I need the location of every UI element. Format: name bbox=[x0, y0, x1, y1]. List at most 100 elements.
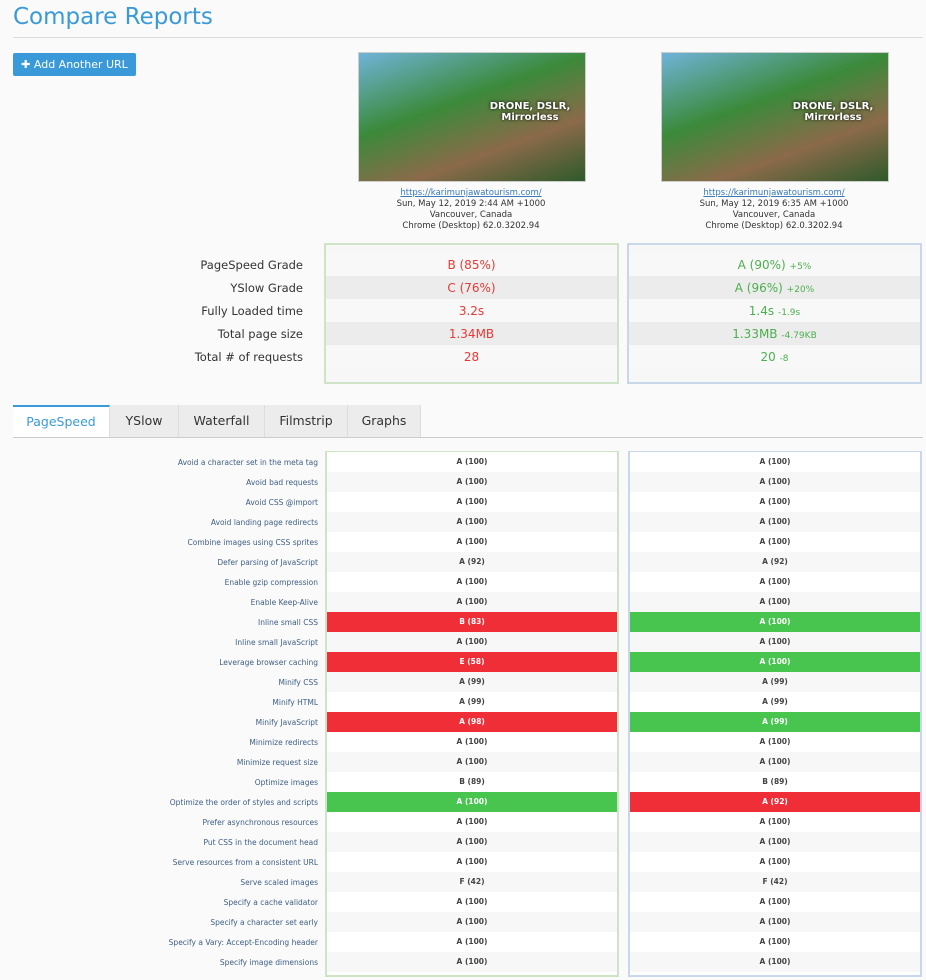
summary-value: 1.4s -1.9s bbox=[629, 304, 920, 318]
rule-grade: A (100) bbox=[630, 532, 920, 552]
rule-grade: A (100) bbox=[630, 852, 920, 872]
rule-grade: A (98) bbox=[327, 712, 617, 732]
rule-grade: A (100) bbox=[630, 952, 920, 972]
add-url-button[interactable]: ✚ Add Another URL bbox=[13, 53, 136, 76]
rule-grade: A (100) bbox=[327, 932, 617, 952]
report-location: Vancouver, Canada bbox=[732, 210, 816, 220]
rule-grade: A (100) bbox=[630, 932, 920, 952]
report-date: Sun, May 12, 2019 2:44 AM +1000 bbox=[396, 199, 546, 209]
report-url[interactable]: https://karimunjawatourism.com/ bbox=[703, 188, 845, 198]
summary-grade: 1.4s bbox=[748, 304, 775, 318]
rule-grade: A (92) bbox=[630, 792, 920, 812]
summary-row-bg bbox=[326, 345, 617, 368]
rule-grade: A (100) bbox=[327, 732, 617, 752]
summary-label: PageSpeed Grade bbox=[200, 258, 303, 272]
rule-grade: A (100) bbox=[630, 492, 920, 512]
rule-grade: B (89) bbox=[327, 772, 617, 792]
summary-delta: +20% bbox=[786, 285, 815, 295]
summary-delta: -1.9s bbox=[777, 308, 801, 318]
rule-grade: A (100) bbox=[327, 452, 617, 472]
summary-grade: 20 bbox=[760, 350, 776, 364]
summary-grade: 28 bbox=[463, 350, 480, 364]
report-browser: Chrome (Desktop) 62.0.3202.94 bbox=[705, 221, 843, 231]
rule-label: Combine images using CSS sprites bbox=[187, 538, 318, 547]
rule-label: Specify a cache validator bbox=[223, 898, 318, 907]
rule-label: Specify a character set early bbox=[210, 918, 318, 927]
thumbnail-text: DRONE, DSLR, Mirrorless bbox=[489, 101, 571, 123]
rule-grade: A (100) bbox=[327, 752, 617, 772]
summary-value: A (90%) +5% bbox=[629, 258, 920, 272]
summary-grade: B (85%) bbox=[447, 258, 496, 272]
rule-grade: A (100) bbox=[327, 472, 617, 492]
rule-label: Minimize request size bbox=[236, 758, 318, 767]
summary-delta: +5% bbox=[789, 262, 812, 272]
rule-label: Minify CSS bbox=[278, 678, 318, 687]
report-url[interactable]: https://karimunjawatourism.com/ bbox=[400, 188, 542, 198]
tab[interactable]: YSlow bbox=[110, 405, 179, 437]
summary-grade: C (76%) bbox=[447, 281, 496, 295]
summary-value: 20 -8 bbox=[629, 350, 920, 364]
summary-value: 1.33MB -4.79KB bbox=[629, 327, 920, 341]
rule-grade: A (100) bbox=[327, 592, 617, 612]
rule-label: Specify image dimensions bbox=[219, 958, 318, 967]
rule-label: Avoid landing page redirects bbox=[210, 518, 318, 527]
rule-grade: A (100) bbox=[630, 832, 920, 852]
rule-grade: F (42) bbox=[630, 872, 920, 892]
rule-grade: A (100) bbox=[630, 512, 920, 532]
rule-grade: A (100) bbox=[327, 912, 617, 932]
tab[interactable]: Filmstrip bbox=[265, 405, 348, 437]
rule-grade: A (99) bbox=[630, 712, 920, 732]
rule-grade: A (100) bbox=[327, 572, 617, 592]
rule-label: Serve resources from a consistent URL bbox=[172, 858, 318, 867]
summary-value: C (76%) bbox=[326, 281, 617, 295]
summary-row-bg bbox=[326, 276, 617, 299]
rule-grade: A (100) bbox=[630, 452, 920, 472]
summary-grade: A (90%) bbox=[737, 258, 786, 272]
rule-grade: A (100) bbox=[327, 492, 617, 512]
rule-grade: A (100) bbox=[630, 592, 920, 612]
rule-grade: A (100) bbox=[630, 612, 920, 632]
rule-label: Put CSS in the document head bbox=[203, 838, 318, 847]
rule-label: Enable gzip compression bbox=[224, 578, 318, 587]
report-date: Sun, May 12, 2019 6:35 AM +1000 bbox=[699, 199, 849, 209]
rule-grade: A (92) bbox=[327, 552, 617, 572]
rule-label: Prefer asynchronous resources bbox=[202, 818, 318, 827]
rule-grade: A (100) bbox=[327, 792, 617, 812]
rule-label: Inline small JavaScript bbox=[235, 638, 318, 647]
rule-label: Avoid CSS @import bbox=[245, 498, 318, 507]
rule-grade: A (100) bbox=[630, 652, 920, 672]
summary-row-bg bbox=[326, 253, 617, 276]
rule-grade: A (100) bbox=[327, 892, 617, 912]
rule-grade: E (58) bbox=[327, 652, 617, 672]
summary-grade: 1.33MB bbox=[732, 327, 778, 341]
rule-grade: A (99) bbox=[327, 672, 617, 692]
rule-grade: A (100) bbox=[630, 572, 920, 592]
summary-grade: 1.34MB bbox=[448, 327, 495, 341]
rule-grade: A (100) bbox=[630, 632, 920, 652]
rule-grade: A (100) bbox=[327, 832, 617, 852]
summary-grade: 3.2s bbox=[458, 304, 485, 318]
rule-label: Inline small CSS bbox=[257, 618, 318, 627]
summary-delta: -8 bbox=[779, 354, 789, 364]
summary-value: 1.34MB bbox=[326, 327, 617, 341]
rule-grade: A (100) bbox=[327, 632, 617, 652]
rule-label: Specify a Vary: Accept-Encoding header bbox=[168, 938, 318, 947]
summary-value: B (85%) bbox=[326, 258, 617, 272]
thumbnail-text: DRONE, DSLR, Mirrorless bbox=[792, 101, 874, 123]
tab-divider bbox=[13, 437, 923, 438]
report-meta: https://karimunjawatourism.com/Sun, May … bbox=[321, 188, 621, 232]
rule-grade: A (100) bbox=[630, 912, 920, 932]
tab[interactable]: PageSpeed bbox=[13, 405, 110, 437]
tab[interactable]: Graphs bbox=[348, 405, 421, 437]
rule-grade: B (83) bbox=[327, 612, 617, 632]
rule-grade: A (100) bbox=[630, 732, 920, 752]
rule-grade: A (100) bbox=[327, 532, 617, 552]
summary-row-bg bbox=[326, 299, 617, 322]
summary-row-bg bbox=[629, 299, 920, 322]
tab[interactable]: Waterfall bbox=[179, 405, 265, 437]
summary-label: Fully Loaded time bbox=[201, 304, 303, 318]
summary-grade: A (96%) bbox=[734, 281, 783, 295]
button-label[interactable]: Add Another URL bbox=[33, 58, 128, 71]
summary-row-bg bbox=[629, 253, 920, 276]
